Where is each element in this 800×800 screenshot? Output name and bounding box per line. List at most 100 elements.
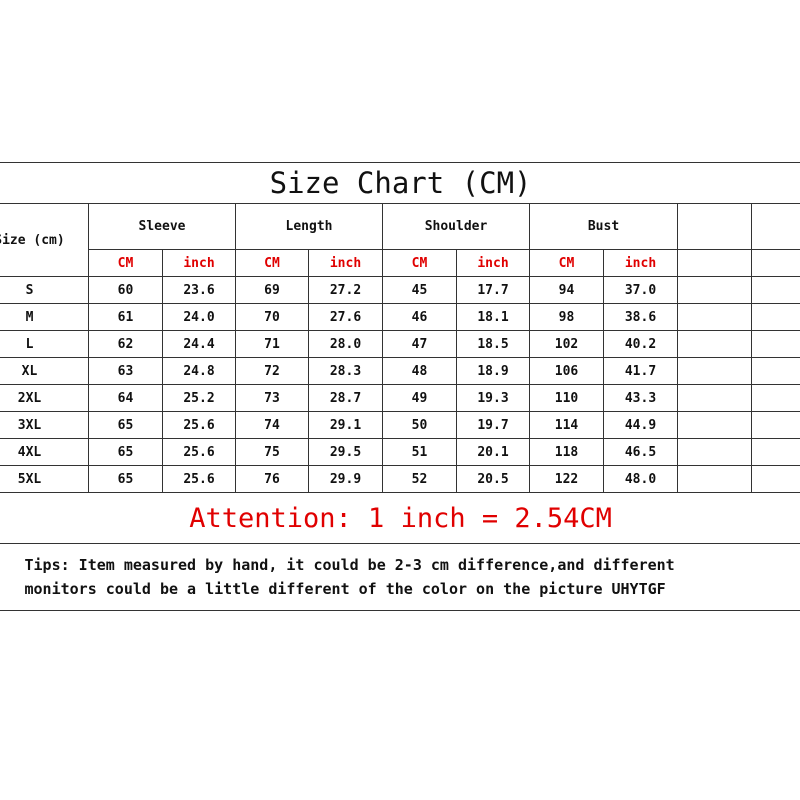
value-cell: 71 <box>235 330 309 358</box>
empty-cell <box>750 303 800 331</box>
unit-inch-header: inch <box>603 249 678 277</box>
empty-cell <box>677 438 752 466</box>
tips-note: Tips: Item measured by hand, it could be… <box>0 543 800 611</box>
value-cell: 74 <box>235 411 309 439</box>
empty-cell <box>750 203 800 250</box>
table-row: M 61 24.0 70 27.6 46 18.1 98 38.6 <box>0 303 800 331</box>
value-cell: 48 <box>382 357 457 385</box>
unit-cm-header: CM <box>382 249 457 277</box>
value-cell: 18.5 <box>456 330 530 358</box>
attention-note: Attention: 1 inch = 2.54CM <box>0 492 800 544</box>
unit-cm-header: CM <box>235 249 309 277</box>
empty-cell <box>677 203 752 250</box>
value-cell: 76 <box>235 465 309 493</box>
size-cell: 2XL <box>0 384 89 412</box>
table-row: 2XL 64 25.2 73 28.7 49 19.3 110 43.3 <box>0 384 800 412</box>
value-cell: 18.1 <box>456 303 530 331</box>
value-cell: 45 <box>382 276 457 304</box>
value-cell: 64 <box>88 384 163 412</box>
value-cell: 43.3 <box>603 384 678 412</box>
value-cell: 65 <box>88 438 163 466</box>
value-cell: 63 <box>88 357 163 385</box>
bust-header: Bust <box>529 203 678 250</box>
value-cell: 29.5 <box>308 438 383 466</box>
value-cell: 20.1 <box>456 438 530 466</box>
value-cell: 65 <box>88 411 163 439</box>
sleeve-header: Sleeve <box>88 203 236 250</box>
empty-cell <box>677 276 752 304</box>
value-cell: 62 <box>88 330 163 358</box>
value-cell: 98 <box>529 303 604 331</box>
table-row: XL 63 24.8 72 28.3 48 18.9 106 41.7 <box>0 357 800 385</box>
value-cell: 17.7 <box>456 276 530 304</box>
value-cell: 60 <box>88 276 163 304</box>
value-cell: 25.2 <box>162 384 236 412</box>
unit-row: CM inch CM inch CM inch CM inch <box>0 249 800 277</box>
empty-cell <box>750 465 800 493</box>
value-cell: 40.2 <box>603 330 678 358</box>
unit-cm-header: CM <box>88 249 163 277</box>
tips-line-2: monitors could be a little different of … <box>24 580 666 598</box>
size-cell: L <box>0 330 89 358</box>
value-cell: 48.0 <box>603 465 678 493</box>
empty-cell <box>677 249 752 277</box>
value-cell: 24.0 <box>162 303 236 331</box>
value-cell: 69 <box>235 276 309 304</box>
value-cell: 23.6 <box>162 276 236 304</box>
value-cell: 20.5 <box>456 465 530 493</box>
empty-cell <box>677 411 752 439</box>
size-cell: 4XL <box>0 438 89 466</box>
value-cell: 29.1 <box>308 411 383 439</box>
chart-title: Size Chart (CM) <box>0 162 800 204</box>
value-cell: 27.2 <box>308 276 383 304</box>
value-cell: 25.6 <box>162 465 236 493</box>
unit-inch-header: inch <box>456 249 530 277</box>
size-cell: 5XL <box>0 465 89 493</box>
value-cell: 41.7 <box>603 357 678 385</box>
value-cell: 72 <box>235 357 309 385</box>
size-cell: S <box>0 276 89 304</box>
header-row: Size (cm) Sleeve Length Shoulder Bust <box>0 203 800 277</box>
value-cell: 44.9 <box>603 411 678 439</box>
value-cell: 28.3 <box>308 357 383 385</box>
table-row: 3XL 65 25.6 74 29.1 50 19.7 114 44.9 <box>0 411 800 439</box>
value-cell: 46.5 <box>603 438 678 466</box>
size-chart: Size Chart (CM) Size (cm) Sleeve Length … <box>0 162 800 611</box>
length-header: Length <box>235 203 383 250</box>
empty-cell <box>750 276 800 304</box>
value-cell: 25.6 <box>162 411 236 439</box>
value-cell: 122 <box>529 465 604 493</box>
value-cell: 52 <box>382 465 457 493</box>
empty-cell <box>750 438 800 466</box>
empty-cell <box>750 357 800 385</box>
value-cell: 94 <box>529 276 604 304</box>
value-cell: 29.9 <box>308 465 383 493</box>
size-chart-table: Size Chart (CM) Size (cm) Sleeve Length … <box>0 162 800 611</box>
value-cell: 37.0 <box>603 276 678 304</box>
empty-cell <box>750 384 800 412</box>
empty-cell <box>750 330 800 358</box>
unit-inch-header: inch <box>308 249 383 277</box>
value-cell: 47 <box>382 330 457 358</box>
size-cell: 3XL <box>0 411 89 439</box>
value-cell: 118 <box>529 438 604 466</box>
table-row: S 60 23.6 69 27.2 45 17.7 94 37.0 <box>0 276 800 304</box>
table-row: 5XL 65 25.6 76 29.9 52 20.5 122 48.0 <box>0 465 800 493</box>
value-cell: 18.9 <box>456 357 530 385</box>
size-cell: XL <box>0 357 89 385</box>
value-cell: 70 <box>235 303 309 331</box>
empty-cell <box>677 357 752 385</box>
value-cell: 106 <box>529 357 604 385</box>
empty-cell <box>677 303 752 331</box>
value-cell: 19.7 <box>456 411 530 439</box>
value-cell: 24.4 <box>162 330 236 358</box>
value-cell: 75 <box>235 438 309 466</box>
value-cell: 61 <box>88 303 163 331</box>
value-cell: 114 <box>529 411 604 439</box>
empty-cell <box>750 249 800 277</box>
value-cell: 110 <box>529 384 604 412</box>
value-cell: 28.0 <box>308 330 383 358</box>
value-cell: 24.8 <box>162 357 236 385</box>
size-header: Size (cm) <box>0 203 89 277</box>
value-cell: 46 <box>382 303 457 331</box>
